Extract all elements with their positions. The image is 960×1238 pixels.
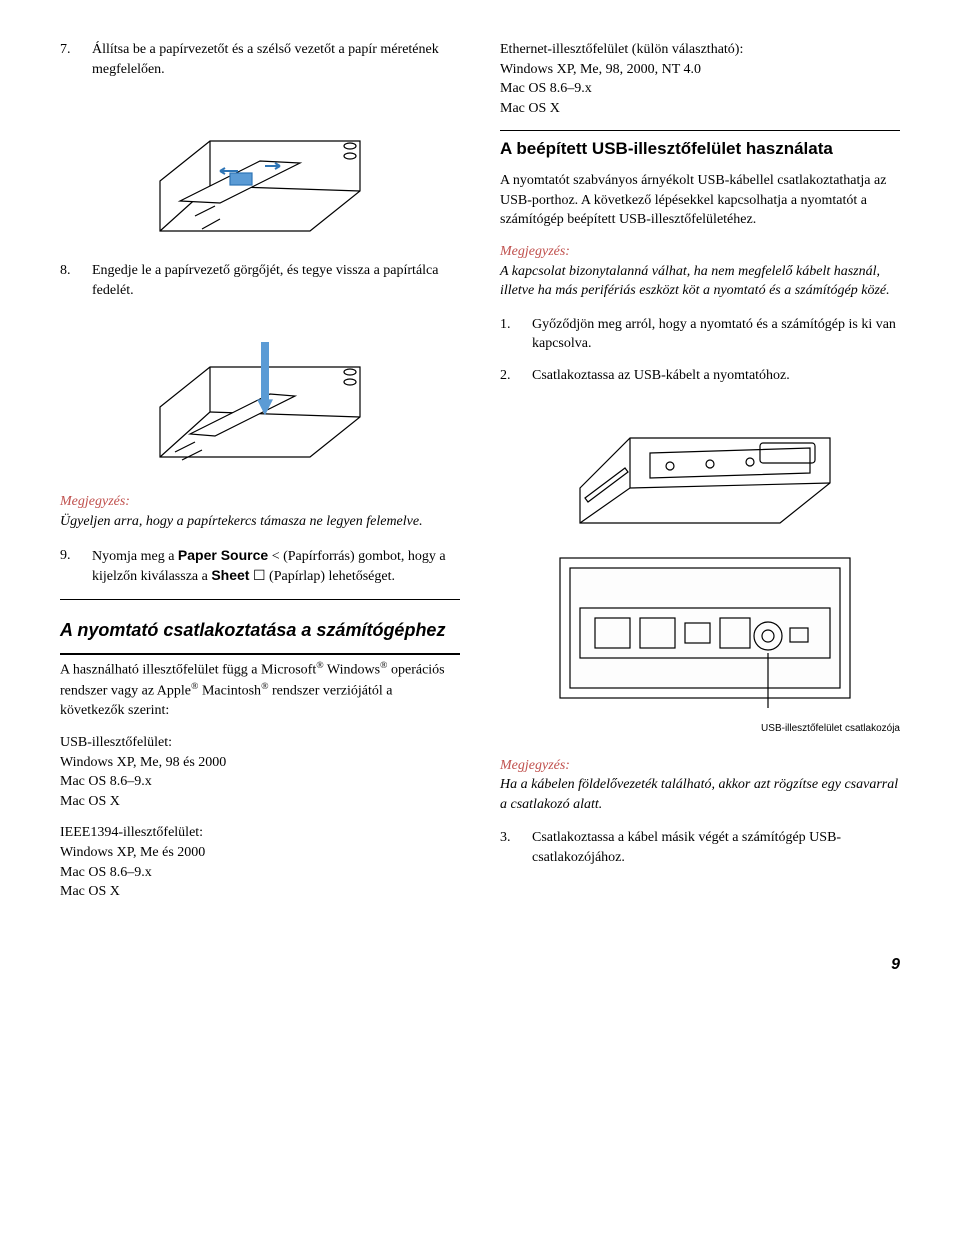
step-text: Nyomja meg a Paper Source < (Papírforrás… xyxy=(92,546,460,587)
divider xyxy=(60,599,460,600)
note-body: Ügyeljen arra, hogy a papírtekercs támas… xyxy=(60,512,460,532)
step-number: 2. xyxy=(500,366,520,386)
figure-printer-roller xyxy=(60,312,460,472)
figure-printer-top xyxy=(60,91,460,241)
step-8: 8. Engedje le a papírvezető görgőjét, és… xyxy=(60,261,460,300)
step-7: 7. Állítsa be a papírvezetőt és a szélső… xyxy=(60,40,460,79)
step-r1: 1. Győződjön meg arról, hogy a nyomtató … xyxy=(500,315,900,354)
divider xyxy=(500,130,900,131)
ieee-interface-block: IEEE1394-illesztőfelület: Windows XP, Me… xyxy=(60,823,460,901)
usb-port-label: USB-illesztőfelület csatlakozója xyxy=(500,722,900,736)
sheet-label: Sheet xyxy=(211,567,249,583)
section-heading-connect: A nyomtató csatlakoztatása a számítógéph… xyxy=(60,618,460,643)
left-column: 7. Állítsa be a papírvezetőt és a szélső… xyxy=(60,40,460,914)
step-number: 8. xyxy=(60,261,80,300)
step-text: Győződjön meg arról, hogy a nyomtató és … xyxy=(532,315,900,354)
note-label: Megjegyzés: xyxy=(60,492,460,512)
step-9: 9. Nyomja meg a Paper Source < (Papírfor… xyxy=(60,546,460,587)
step-number: 9. xyxy=(60,546,80,587)
figure-printer-usb-port: USB-illesztőfelület csatlakozója xyxy=(500,548,900,736)
step-number: 3. xyxy=(500,828,520,867)
divider-thick xyxy=(60,653,460,655)
step-text: Csatlakoztassa a kábel másik végét a szá… xyxy=(532,828,900,867)
page-number: 9 xyxy=(60,954,900,976)
note-body: Ha a kábelen földelővezeték található, a… xyxy=(500,775,900,814)
step-number: 1. xyxy=(500,315,520,354)
step-text: Engedje le a papírvezető görgőjét, és te… xyxy=(92,261,460,300)
note-2: Megjegyzés: A kapcsolat bizonytalanná vá… xyxy=(500,242,900,301)
step-number: 7. xyxy=(60,40,80,79)
step-r2: 2. Csatlakoztassa az USB-kábelt a nyomta… xyxy=(500,366,900,386)
sub-heading-usb: A beépített USB-illesztőfelület használa… xyxy=(500,137,900,161)
note-1: Megjegyzés: Ügyeljen arra, hogy a papírt… xyxy=(60,492,460,531)
ethernet-interface-block: Ethernet-illesztőfelület (külön választh… xyxy=(500,40,900,118)
note-3: Megjegyzés: Ha a kábelen földelővezeték … xyxy=(500,756,900,815)
step-text: Csatlakoztassa az USB-kábelt a nyomtatóh… xyxy=(532,366,900,386)
para-interfaces: A használható illesztőfelület függ a Mic… xyxy=(60,659,460,721)
right-column: Ethernet-illesztőfelület (külön választh… xyxy=(500,40,900,914)
para-usb-intro: A nyomtatót szabványos árnyékolt USB-káb… xyxy=(500,171,900,230)
paper-source-label: Paper Source xyxy=(178,547,268,563)
step-text: Állítsa be a papírvezetőt és a szélső ve… xyxy=(92,40,460,79)
note-label: Megjegyzés: xyxy=(500,756,900,776)
two-column-layout: 7. Állítsa be a papírvezetőt és a szélső… xyxy=(60,40,900,914)
note-label: Megjegyzés: xyxy=(500,242,900,262)
note-body: A kapcsolat bizonytalanná válhat, ha nem… xyxy=(500,262,900,301)
usb-interface-block: USB-illesztőfelület: Windows XP, Me, 98 … xyxy=(60,733,460,811)
step-r3: 3. Csatlakoztassa a kábel másik végét a … xyxy=(500,828,900,867)
figure-printer-rear-top xyxy=(500,398,900,528)
